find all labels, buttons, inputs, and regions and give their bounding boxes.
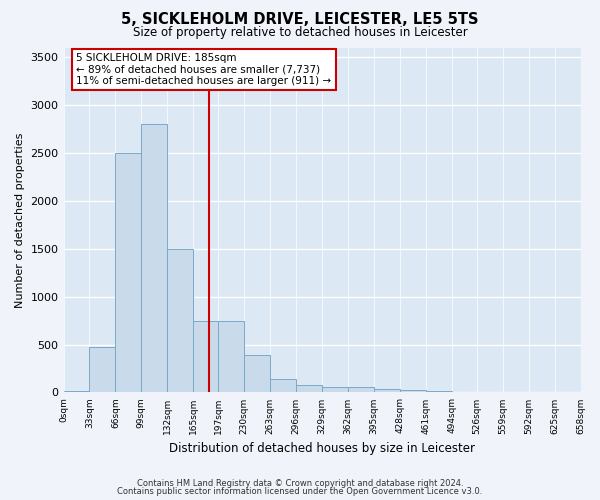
Bar: [296, 385, 322, 392]
Bar: [115, 153, 142, 392]
X-axis label: Distribution of detached houses by size in Leicester: Distribution of detached houses by size …: [169, 442, 475, 455]
Bar: [400, 390, 426, 392]
Bar: [244, 355, 270, 393]
Bar: [322, 387, 348, 392]
Bar: [64, 390, 89, 392]
Bar: [218, 320, 244, 392]
Y-axis label: Number of detached properties: Number of detached properties: [15, 132, 25, 308]
Text: 5 SICKLEHOLM DRIVE: 185sqm
← 89% of detached houses are smaller (7,737)
11% of s: 5 SICKLEHOLM DRIVE: 185sqm ← 89% of deta…: [76, 52, 332, 86]
Bar: [89, 348, 115, 393]
Bar: [270, 379, 296, 392]
Bar: [142, 124, 167, 392]
Text: Contains public sector information licensed under the Open Government Licence v3: Contains public sector information licen…: [118, 487, 482, 496]
Text: 5, SICKLEHOLM DRIVE, LEICESTER, LE5 5TS: 5, SICKLEHOLM DRIVE, LEICESTER, LE5 5TS: [121, 12, 479, 28]
Bar: [193, 320, 218, 392]
Bar: [167, 248, 193, 392]
Text: Contains HM Land Registry data © Crown copyright and database right 2024.: Contains HM Land Registry data © Crown c…: [137, 478, 463, 488]
Bar: [348, 387, 374, 392]
Bar: [374, 389, 400, 392]
Text: Size of property relative to detached houses in Leicester: Size of property relative to detached ho…: [133, 26, 467, 39]
